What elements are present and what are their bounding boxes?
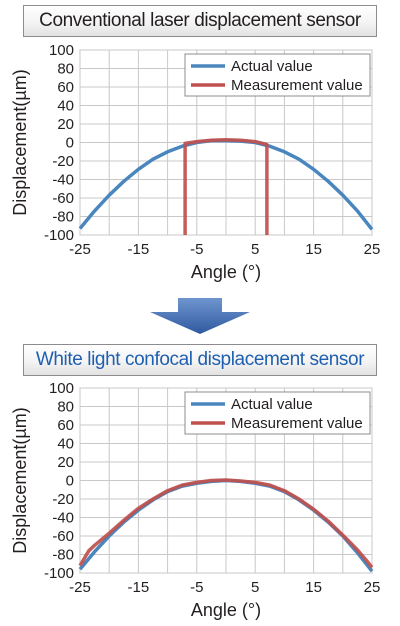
confocal-ytick-label: -60	[52, 528, 74, 545]
confocal-ytick-label: 100	[49, 380, 74, 397]
confocal-ytick-label: 20	[57, 454, 74, 471]
conventional-ytick-label: 80	[57, 61, 74, 78]
conventional-xtick-label: -5	[190, 241, 203, 258]
confocal-ytick-label: -20	[52, 491, 74, 508]
conventional-legend-label: Actual value	[231, 58, 313, 75]
conventional-xaxis-label: Angle (°)	[191, 262, 261, 282]
confocal-xtick-label: 25	[364, 579, 381, 596]
chart-title-confocal: White light confocal displacement sensor	[23, 344, 377, 376]
confocal-legend-label: Actual value	[231, 396, 313, 413]
conventional-ytick-label: 20	[57, 116, 74, 133]
conventional-xtick-label: -15	[128, 241, 150, 258]
confocal-xtick-label: 5	[251, 579, 259, 596]
confocal-xtick-label: -25	[69, 579, 91, 596]
confocal-xtick-label: -5	[190, 579, 203, 596]
confocal-ytick-label: 60	[57, 417, 74, 434]
confocal-series-group	[78, 478, 374, 573]
confocal-ytick-label: 80	[57, 399, 74, 416]
confocal-yaxis-label: Displacement(µm)	[10, 407, 30, 553]
confocal-ytick-label: -80	[52, 547, 74, 564]
conventional-legend-label: Measurement value	[231, 77, 363, 94]
conventional-xtick-label: 15	[305, 241, 322, 258]
confocal-legend-label: Measurement value	[231, 415, 363, 432]
confocal-series-line-measurement	[78, 478, 374, 569]
conventional-xtick-label: 5	[251, 241, 259, 258]
conventional-ytick-label: -60	[52, 190, 74, 207]
confocal-ytick-label: -40	[52, 510, 74, 527]
conventional-ytick-label: 60	[57, 79, 74, 96]
conventional-ytick-label: 40	[57, 98, 74, 115]
confocal-ytick-label: 0	[66, 473, 74, 490]
conventional-series-group	[78, 137, 374, 235]
conventional-ytick-label: -80	[52, 209, 74, 226]
conventional-ytick-label: -40	[52, 172, 74, 189]
conventional-ytick-label: -20	[52, 153, 74, 170]
confocal-ytick-label: 40	[57, 436, 74, 453]
conventional-ytick-label: 100	[49, 42, 74, 59]
confocal-xaxis-label: Angle (°)	[191, 600, 261, 620]
down-arrow-icon	[150, 298, 250, 334]
conventional-yaxis-label: Displacement(µm)	[10, 69, 30, 215]
confocal-legend-box	[184, 391, 371, 435]
chart-title-conventional: Conventional laser displacement sensor	[23, 5, 377, 37]
conventional-ytick-label: -100	[44, 227, 74, 244]
conventional-legend-box	[184, 53, 371, 97]
conventional-ytick-label: 0	[66, 135, 74, 152]
conventional-series-line-measurement	[183, 137, 269, 235]
conventional-xtick-label: -25	[69, 241, 91, 258]
confocal-xtick-label: 15	[305, 579, 322, 596]
confocal-xtick-label: -15	[128, 579, 150, 596]
confocal-ytick-label: -100	[44, 565, 74, 582]
conventional-xtick-label: 25	[364, 241, 381, 258]
